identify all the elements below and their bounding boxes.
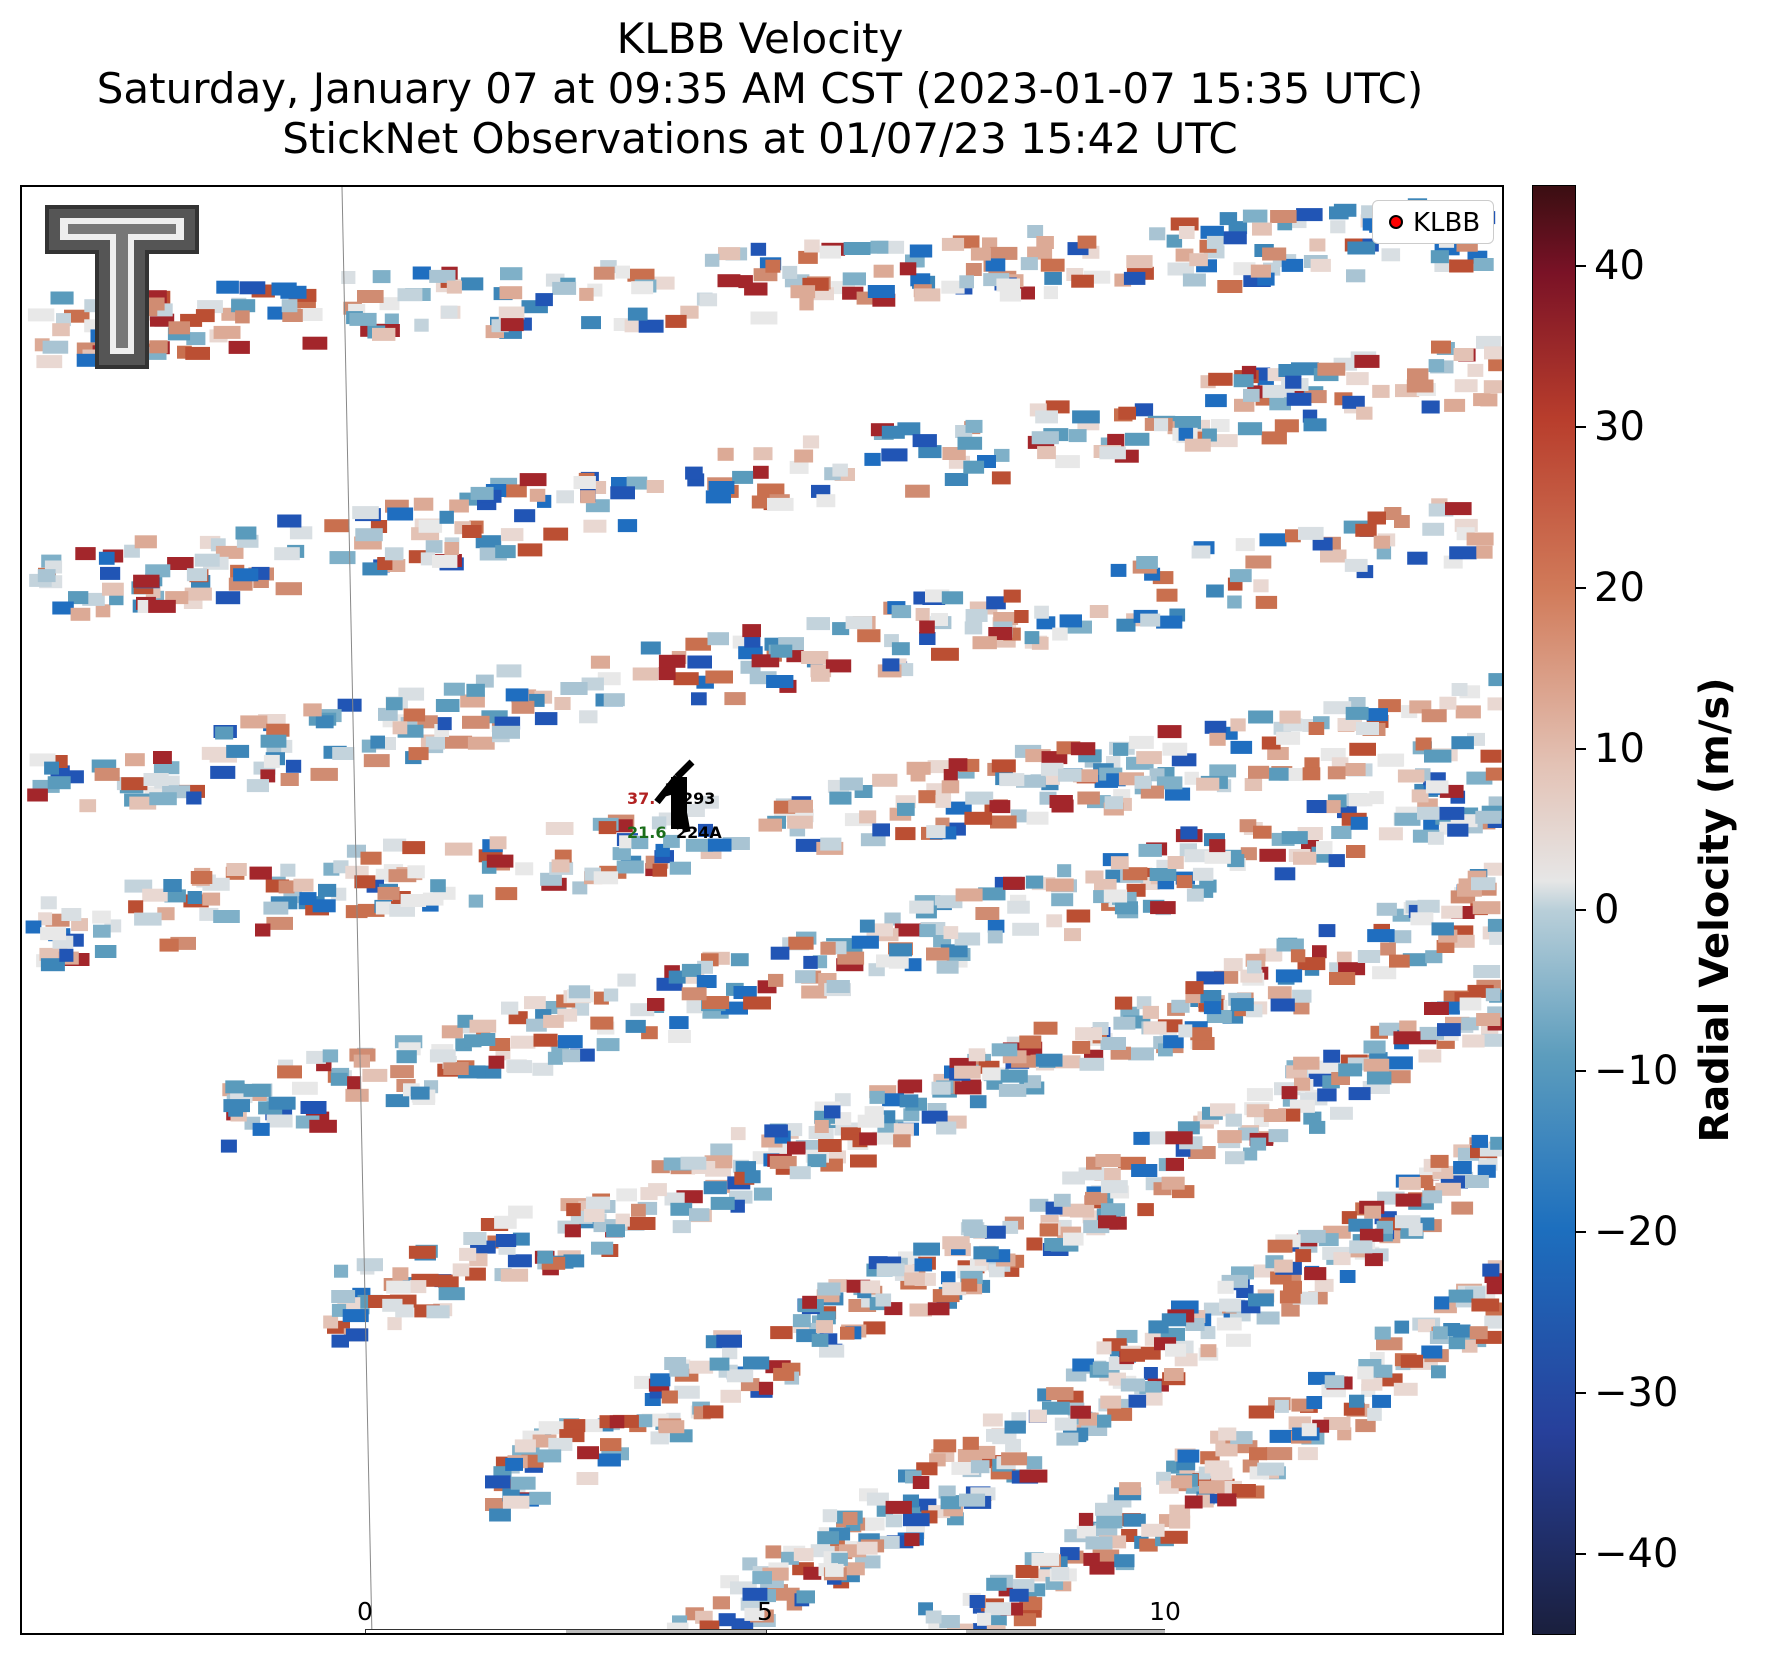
scalebar [365,1629,1165,1633]
radar-velocity-field [25,187,1502,1633]
colorbar-tick [1576,264,1586,267]
scalebar-label-10: 10 [1149,1597,1181,1626]
legend-label: KLBB [1413,208,1481,238]
colorbar-label: Radial Velocity (m/s) [1692,677,1738,1143]
scalebar-label-5: 5 [757,1597,773,1626]
legend: KLBB [1372,200,1494,244]
colorbar-tick [1576,1392,1586,1395]
colorbar [1532,185,1576,1635]
colorbar-tick [1576,586,1586,589]
colorbar-tick [1576,1070,1586,1073]
scalebar-label-0: 0 [357,1597,373,1626]
colorbar-tick-label: −30 [1594,1370,1679,1417]
wind-barb-icon [654,759,695,833]
colorbar-tick-label: −40 [1594,1531,1679,1578]
map-subtitle-time: Saturday, January 07 at 09:35 AM CST (20… [96,64,1424,113]
colorbar-tick-label: 10 [1594,725,1645,772]
station-value-224a: 21.6 [627,823,667,842]
map-title: KLBB Velocity [616,14,904,63]
colorbar-tick-label: −20 [1594,1209,1679,1256]
station-id-224a: 224A [676,823,722,842]
colorbar-tick [1576,909,1586,911]
colorbar-tick [1576,747,1586,750]
colorbar-tick-label: 30 [1594,403,1645,450]
texas-tech-logo [45,205,199,369]
station-id-293: 293 [682,789,716,808]
colorbar-tick [1576,1231,1586,1234]
colorbar-tick-label: −10 [1594,1048,1679,1095]
colorbar-tick [1576,1553,1586,1556]
colorbar-tick-label: 20 [1594,564,1645,611]
county-boundary-line [341,187,373,1633]
station-value-293: 37. [627,789,656,808]
map-subtitle-observations: StickNet Observations at 01/07/23 15:42 … [282,114,1238,163]
colorbar-tick-label: 0 [1594,887,1620,933]
radar-map[interactable]: KLBB 37. 293 21.6 224A 0 5 10 km [20,185,1504,1635]
colorbar-tick [1576,425,1586,428]
colorbar-tick-label: 40 [1594,242,1645,289]
klbb-marker-icon [1389,215,1403,229]
